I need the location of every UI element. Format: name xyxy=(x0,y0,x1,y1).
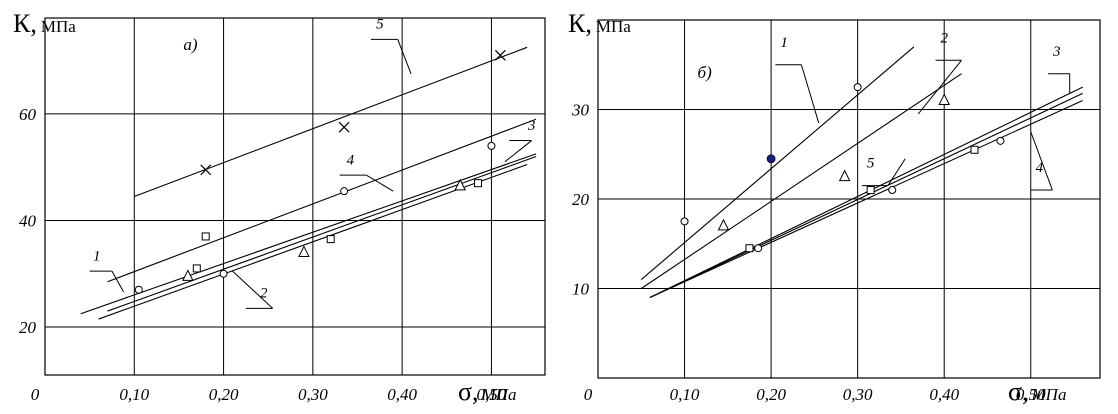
series-line-1 xyxy=(640,46,915,280)
series-label-4: 4 xyxy=(347,153,355,169)
data-point-circle xyxy=(134,285,143,294)
data-point-square xyxy=(745,244,754,253)
y-axis-symbol: К, xyxy=(13,9,37,38)
y-axis-unit: МПа xyxy=(41,17,76,36)
series-label-3: 3 xyxy=(1052,44,1061,60)
series-label-1: 1 xyxy=(93,248,101,264)
y-axis-unit: МПа xyxy=(596,17,631,36)
series-label-5: 5 xyxy=(376,17,384,33)
leader-line-3 xyxy=(504,140,532,163)
data-point-cross xyxy=(494,49,506,61)
leader-line-4 xyxy=(366,174,394,192)
x-tick-label: 0,20 xyxy=(209,385,239,404)
data-point-square xyxy=(326,235,335,244)
leader-line-2 xyxy=(232,270,274,309)
leader-line-5 xyxy=(887,158,906,186)
series-line-4 xyxy=(107,118,537,283)
x-axis-unit: МПа xyxy=(1031,385,1067,404)
data-point-square xyxy=(474,179,483,188)
x-axis-label: σ, МПа xyxy=(458,377,516,406)
leader-line-1 xyxy=(111,270,125,293)
data-point-circle xyxy=(487,141,496,150)
data-point-square xyxy=(970,145,979,154)
leader-line-5 xyxy=(397,39,412,75)
y-tick-label: 10 xyxy=(572,280,590,299)
y-tick-label: 60 xyxy=(19,105,37,124)
data-point-triangle xyxy=(717,218,730,231)
x-tick-label: 0,30 xyxy=(298,385,328,404)
leader-line-2 xyxy=(917,59,962,115)
y-tick-label: 30 xyxy=(571,101,590,120)
series-label-2: 2 xyxy=(260,286,268,302)
panel-label: б) xyxy=(698,63,713,82)
y-axis-label: К, МПа xyxy=(13,9,76,38)
x-tick-label: 0,40 xyxy=(929,385,959,404)
data-point-square xyxy=(192,264,201,273)
data-point-circle xyxy=(996,136,1005,145)
series-line-2 xyxy=(640,73,962,289)
x-axis-symbol: σ, xyxy=(1008,377,1029,406)
x-tick-label: 0,10 xyxy=(119,385,149,404)
y-axis-symbol: К, xyxy=(568,9,592,38)
x-tick-label: 0,30 xyxy=(843,385,873,404)
series-line-3 xyxy=(649,86,1083,298)
series-line-1 xyxy=(80,153,537,315)
data-point-triangle xyxy=(938,93,951,106)
x-tick-label: 0,10 xyxy=(670,385,700,404)
data-point-triangle xyxy=(838,169,851,182)
leader-line-1 xyxy=(800,64,820,124)
leader-line-4 xyxy=(1030,131,1053,191)
data-point-circle xyxy=(340,187,349,196)
data-point-circle xyxy=(219,269,228,278)
series-line-5 xyxy=(134,46,528,198)
data-point-square xyxy=(866,186,875,195)
data-point-circle xyxy=(888,186,897,195)
data-point-triangle xyxy=(454,178,466,191)
y-tick-label: 40 xyxy=(19,211,37,230)
data-point-circle xyxy=(853,83,862,92)
x-tick-label: 0,20 xyxy=(756,385,786,404)
series-line-4 xyxy=(649,100,1083,298)
data-point-cross xyxy=(200,164,212,176)
series-line-3 xyxy=(107,156,537,312)
x-tick-label: 0 xyxy=(584,385,593,404)
data-point-triangle xyxy=(182,269,194,281)
data-point-filled-circle xyxy=(766,154,776,164)
x-axis-symbol: σ, xyxy=(458,377,479,406)
x-axis-label: σ, МПа xyxy=(1008,377,1066,406)
series-label-2: 2 xyxy=(940,30,948,46)
panel-label: а) xyxy=(183,35,198,54)
x-tick-label: 0,40 xyxy=(387,385,417,404)
y-axis-label: К, МПа xyxy=(568,9,631,38)
plot-frame xyxy=(44,17,546,376)
series-label-5: 5 xyxy=(867,156,875,172)
series-label-4: 4 xyxy=(1036,160,1044,176)
data-point-triangle xyxy=(298,245,310,257)
x-tick-label: 0 xyxy=(31,385,40,404)
series-label-3: 3 xyxy=(527,118,536,134)
x-tick-label: 0,50 xyxy=(1016,385,1046,404)
y-tick-label: 20 xyxy=(572,190,590,209)
data-point-square xyxy=(201,232,210,241)
data-point-cross xyxy=(338,121,350,133)
x-axis-unit: МПа xyxy=(481,385,517,404)
data-point-circle xyxy=(680,217,689,226)
series-label-1: 1 xyxy=(780,35,788,51)
y-tick-label: 20 xyxy=(19,318,37,337)
data-point-circle xyxy=(754,244,763,253)
x-tick-label: 0,50 xyxy=(477,385,507,404)
series-line-5 xyxy=(649,92,1083,298)
